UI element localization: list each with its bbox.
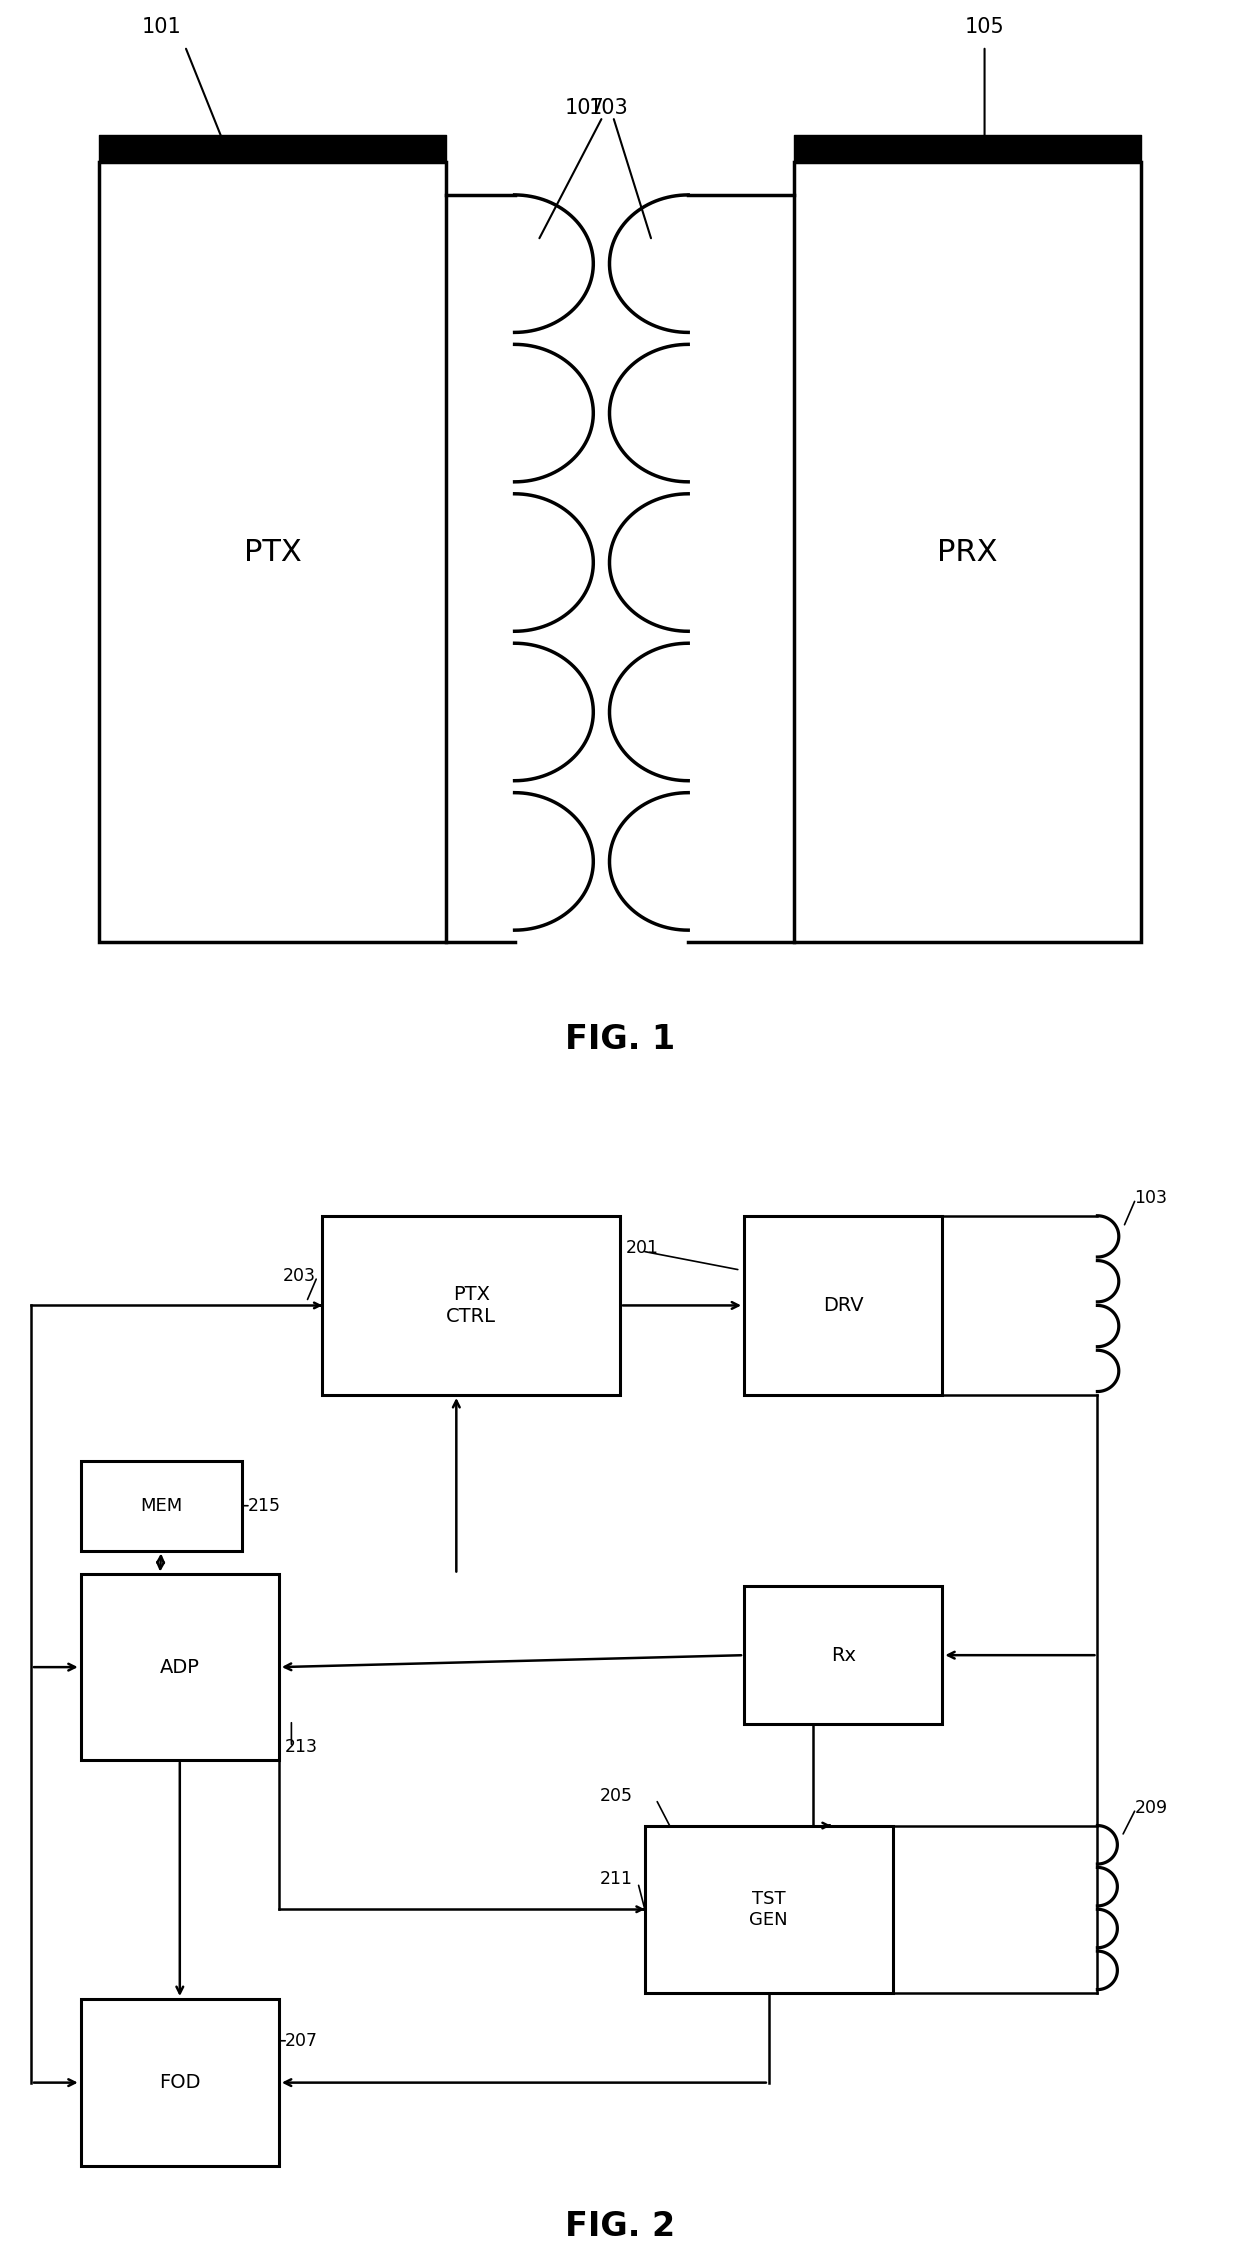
Text: TST
GEN: TST GEN [749,1891,789,1929]
Bar [99,162,446,943]
Text: 205: 205 [599,1787,632,1805]
Text: 103: 103 [1135,1189,1168,1207]
Text: Rx: Rx [831,1645,856,1665]
Text: 215: 215 [248,1496,281,1514]
Bar [794,162,1141,943]
Text: 207: 207 [285,2033,319,2051]
Bar [81,1999,279,2166]
Text: MEM: MEM [140,1496,182,1514]
Text: PRX: PRX [937,537,997,566]
Bar [744,1216,942,1394]
Text: 107: 107 [564,99,604,117]
Bar [645,1825,893,1992]
Text: 201: 201 [626,1239,660,1257]
Text: 101: 101 [141,18,181,36]
Text: FOD: FOD [159,2073,201,2091]
Text: 203: 203 [283,1266,316,1284]
Text: 105: 105 [965,18,1004,36]
Text: PTX
CTRL: PTX CTRL [446,1286,496,1327]
Text: 103: 103 [589,99,629,117]
Text: 213: 213 [285,1737,319,1755]
Text: 209: 209 [1135,1798,1168,1816]
Text: FIG. 1: FIG. 1 [565,1022,675,1056]
Text: PTX: PTX [244,537,301,566]
Text: DRV: DRV [823,1295,863,1315]
Bar [81,1462,242,1550]
Bar [81,1575,279,1760]
Text: 211: 211 [599,1870,632,1888]
Bar [744,1586,942,1724]
Bar [322,1216,620,1394]
Text: FIG. 2: FIG. 2 [565,2209,675,2242]
Text: ADP: ADP [160,1658,200,1676]
